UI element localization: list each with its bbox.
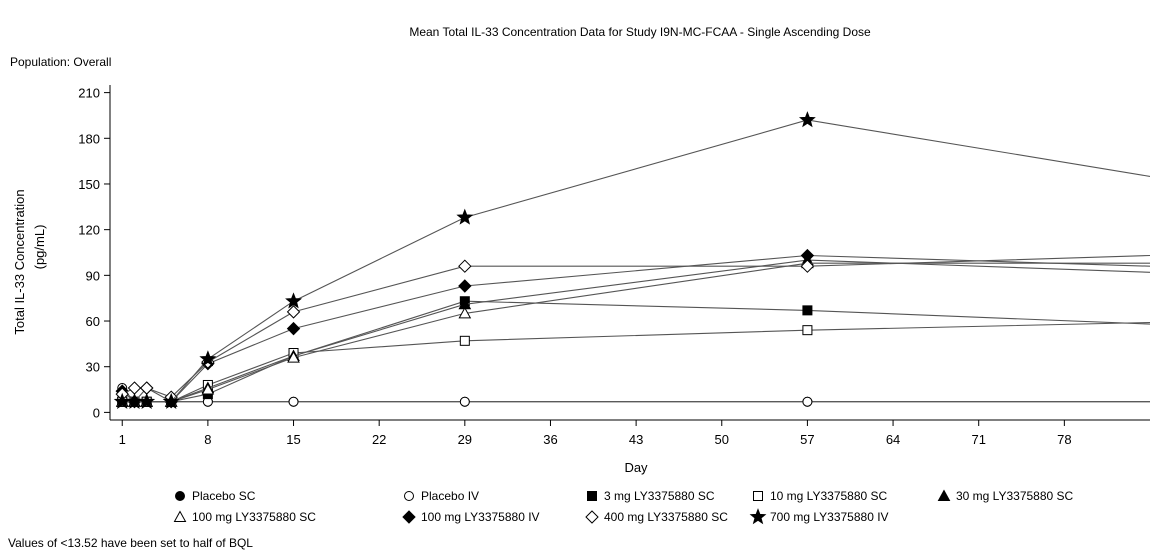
series-6 bbox=[115, 256, 1150, 407]
y-axis-unit: (pg/mL) bbox=[32, 225, 47, 270]
y-tick-label: 180 bbox=[78, 131, 100, 146]
x-tick-label: 22 bbox=[372, 432, 386, 447]
legend-item: 3 mg LY3375880 SC bbox=[587, 489, 715, 503]
data-point bbox=[286, 321, 301, 336]
series-line bbox=[121, 254, 1150, 403]
chart-title: Mean Total IL-33 Concentration Data for … bbox=[409, 25, 871, 39]
series-line bbox=[121, 387, 1150, 403]
legend-item: 10 mg LY3375880 SC bbox=[753, 489, 888, 503]
x-tick-label: 29 bbox=[458, 432, 472, 447]
legend-item: 400 mg LY3375880 SC bbox=[585, 510, 728, 524]
y-tick-label: 30 bbox=[86, 360, 100, 375]
data-point bbox=[162, 392, 180, 409]
legend-marker bbox=[175, 491, 185, 501]
series-line bbox=[122, 259, 1150, 403]
data-point bbox=[286, 305, 301, 319]
x-tick-label: 57 bbox=[800, 432, 814, 447]
legend-label: Placebo SC bbox=[192, 489, 256, 503]
legend-marker bbox=[585, 510, 599, 524]
data-point bbox=[285, 292, 303, 309]
legend-item: Placebo SC bbox=[175, 489, 256, 503]
legend-marker bbox=[937, 489, 951, 501]
x-tick-label: 1 bbox=[119, 432, 126, 447]
data-point bbox=[458, 259, 472, 273]
legend-marker bbox=[749, 508, 767, 525]
series-5 bbox=[115, 253, 1150, 407]
legend-label: 10 mg LY3375880 SC bbox=[770, 489, 888, 503]
data-point bbox=[456, 208, 474, 225]
legend-marker bbox=[404, 491, 414, 501]
y-tick-label: 90 bbox=[86, 268, 100, 283]
data-point bbox=[201, 383, 215, 395]
series-layer bbox=[113, 111, 1150, 409]
legend-label: 3 mg LY3375880 SC bbox=[604, 489, 715, 503]
data-point bbox=[459, 335, 470, 346]
y-tick-label: 60 bbox=[86, 314, 100, 329]
data-point bbox=[800, 259, 815, 273]
series-line bbox=[122, 262, 1150, 403]
legend-label: 400 mg LY3375880 SC bbox=[604, 510, 728, 524]
legend-item: 100 mg LY3375880 SC bbox=[173, 510, 316, 524]
legend-label: 700 mg LY3375880 IV bbox=[770, 510, 889, 524]
legend-item: Placebo IV bbox=[404, 489, 479, 503]
legend-label: 100 mg LY3375880 IV bbox=[421, 510, 540, 524]
data-point bbox=[288, 396, 299, 407]
legend-marker bbox=[173, 510, 187, 522]
y-axis-label: Total IL-33 Concentration bbox=[12, 189, 27, 334]
data-point bbox=[798, 111, 816, 128]
footnote: Values of <13.52 have been set to half o… bbox=[8, 536, 253, 550]
x-tick-label: 71 bbox=[971, 432, 985, 447]
y-tick-label: 210 bbox=[78, 86, 100, 101]
data-point bbox=[127, 381, 142, 395]
data-point bbox=[458, 306, 472, 319]
series-9 bbox=[113, 111, 1150, 409]
population-label: Population: Overall bbox=[10, 55, 111, 69]
series-8 bbox=[115, 254, 1150, 404]
legend-item: 100 mg LY3375880 IV bbox=[402, 510, 540, 524]
y-tick-label: 0 bbox=[93, 405, 100, 420]
x-tick-label: 78 bbox=[1057, 432, 1071, 447]
series-line bbox=[122, 300, 1150, 403]
legend-item: 700 mg LY3375880 IV bbox=[749, 508, 889, 525]
data-point bbox=[458, 279, 472, 293]
x-tick-label: 64 bbox=[886, 432, 900, 447]
legend-label: Placebo IV bbox=[421, 489, 479, 503]
series-2 bbox=[117, 383, 1150, 407]
x-tick-label: 8 bbox=[204, 432, 211, 447]
legend-label: 30 mg LY3375880 SC bbox=[956, 489, 1074, 503]
legend-marker bbox=[753, 491, 763, 501]
x-tick-label: 15 bbox=[286, 432, 300, 447]
legend-label: 100 mg LY3375880 SC bbox=[192, 510, 316, 524]
data-point bbox=[802, 396, 813, 407]
series-3 bbox=[117, 296, 1150, 407]
series-7 bbox=[115, 248, 1150, 409]
y-tick-label: 150 bbox=[78, 177, 100, 192]
legend: Placebo SC Placebo IV 3 mg LY3375880 SC 10 … bbox=[173, 489, 1074, 525]
x-tick-label: 43 bbox=[629, 432, 643, 447]
legend-item: 30 mg LY3375880 SC bbox=[937, 489, 1074, 503]
x-tick-label: 36 bbox=[543, 432, 557, 447]
data-point bbox=[199, 350, 217, 367]
legend-marker bbox=[587, 491, 597, 501]
x-axis-label: Day bbox=[624, 460, 648, 475]
y-tick-label: 120 bbox=[78, 223, 100, 238]
axes: 0 30 60 90 120 150 180 210 1 8 15 22 29 36 43 50 57 64 71 7… bbox=[78, 85, 1150, 447]
data-point bbox=[138, 392, 156, 409]
data-point bbox=[287, 351, 300, 363]
x-tick-label: 50 bbox=[715, 432, 729, 447]
legend-marker bbox=[402, 510, 416, 524]
data-point bbox=[802, 325, 813, 336]
data-point bbox=[802, 305, 813, 316]
data-point bbox=[459, 396, 470, 407]
